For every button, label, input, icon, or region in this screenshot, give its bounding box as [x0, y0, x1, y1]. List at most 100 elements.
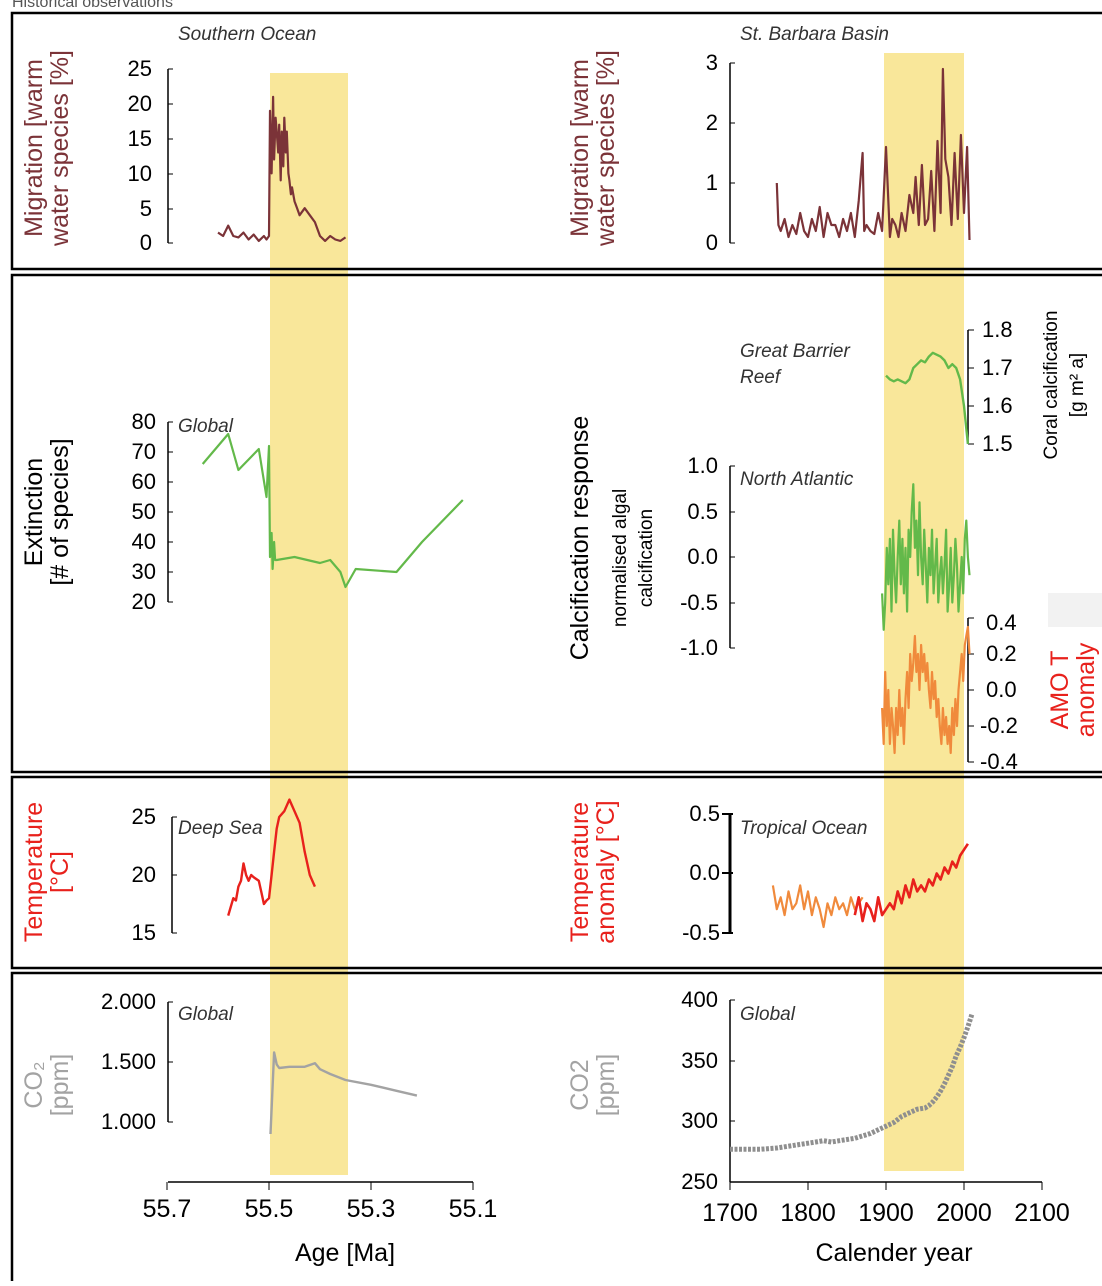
tick-label: 300	[681, 1108, 718, 1133]
tick-label: 1.500	[101, 1049, 156, 1074]
st-barbara-migration-line	[775, 67, 971, 241]
co2-right-title: Global	[740, 1004, 796, 1025]
migration-right-axis: 3 2 1 0	[706, 50, 735, 255]
tick-label: 25	[132, 804, 156, 829]
tick-label: 50	[132, 499, 156, 524]
extinction-title: Global	[178, 416, 234, 437]
co2-right-line	[730, 1013, 975, 1152]
tick-label: 20	[132, 589, 156, 614]
tick-label: 400	[681, 987, 718, 1012]
algal-axis: 1.0 0.5 0.0 -0.5 -1.0	[680, 453, 735, 660]
tick-label: 0	[140, 230, 152, 255]
x-tick-label: 1700	[702, 1199, 758, 1227]
panel-frame-calcification	[10, 273, 1102, 774]
top-label: Historical observations	[12, 0, 173, 11]
tick-label: 250	[681, 1169, 718, 1194]
migration-left-ylabel-2: water species [%]	[46, 50, 74, 247]
tick-label: 0.0	[689, 860, 720, 885]
tick-label: -0.2	[980, 713, 1018, 738]
tick-label: 350	[681, 1048, 718, 1073]
migration-left-axis: 25 20 15 10 5 0	[128, 56, 173, 255]
tick-label: 0.0	[986, 677, 1017, 702]
tick-label: 1.000	[101, 1109, 156, 1134]
tick-label: 30	[132, 559, 156, 584]
tick-label: 3	[706, 50, 718, 75]
tick-label: 1.7	[982, 355, 1013, 380]
tropical-ocean-title: Tropical Ocean	[740, 818, 867, 839]
tick-label: 1.6	[982, 393, 1013, 418]
temperature-right-ylabel-2: anomaly [°C]	[592, 800, 620, 943]
tick-label: 15	[132, 920, 156, 945]
tick-label: -0.4	[980, 749, 1018, 774]
temperature-left-axis: 25 20 15	[132, 804, 177, 945]
tick-label: 2	[706, 110, 718, 135]
co2-left-axis: 2.000 1.500 1.000	[101, 989, 173, 1134]
tick-label: 60	[132, 469, 156, 494]
migration-right-ylabel-2: water species [%]	[592, 50, 620, 247]
tick-label: 0	[706, 230, 718, 255]
amo-axis: 0.4 0.2 0.0 -0.2 -0.4	[967, 610, 1018, 774]
x-tick-label: 55.1	[449, 1195, 498, 1223]
co2-left-line	[269, 1051, 418, 1135]
tick-label: 0.5	[687, 499, 718, 524]
tick-label: -0.5	[682, 920, 720, 945]
co2-left-ylabel-1: CO₂	[20, 1061, 48, 1108]
temperature-right-axis: 0.5 0.0 -0.5	[682, 801, 733, 945]
legend-fade-box	[1048, 593, 1102, 627]
coral-ylabel-2: [g m² a]	[1067, 353, 1088, 417]
tick-label: 1.5	[982, 431, 1013, 456]
tick-label: 0.2	[986, 641, 1017, 666]
temperature-left-ylabel-1: Temperature	[20, 802, 48, 942]
southern-ocean-migration-line	[217, 95, 347, 242]
tropical-ocean-late-line	[853, 843, 969, 923]
temperature-right-ylabel-1: Temperature	[566, 802, 594, 942]
co2-right-axis: 400 350 300 250	[681, 987, 735, 1194]
great-barrier-reef-line	[885, 351, 970, 445]
x-tick-label: 55.7	[143, 1195, 192, 1223]
deep-sea-title: Deep Sea	[178, 818, 263, 839]
tick-label: 25	[128, 56, 152, 81]
left-x-axis-title: Age [Ma]	[295, 1239, 395, 1267]
tick-label: 20	[132, 862, 156, 887]
co2-right-ylabel-2: [ppm]	[592, 1054, 620, 1117]
tick-label: 40	[132, 529, 156, 554]
tick-label: -0.5	[680, 590, 718, 615]
tick-label: 0.0	[687, 544, 718, 569]
tick-label: 1.0	[687, 453, 718, 478]
x-tick-label: 1900	[858, 1199, 914, 1227]
tick-label: 20	[128, 91, 152, 116]
extinction-line	[201, 432, 464, 589]
migration-left-ylabel-1: Migration [warm	[20, 59, 48, 237]
tick-label: 0.4	[986, 610, 1017, 635]
southern-ocean-title: Southern Ocean	[178, 24, 316, 45]
coral-axis: 1.8 1.7 1.6 1.5	[967, 317, 1013, 456]
x-tick-label: 1800	[780, 1199, 836, 1227]
highlight-band-left	[270, 73, 348, 1175]
panel-frame-migration	[10, 11, 1102, 271]
tick-label: 1	[706, 170, 718, 195]
amo-anomaly-line	[881, 625, 971, 755]
tick-label: 70	[132, 439, 156, 464]
extinction-axis: 80 70 60 50 40 30 20	[132, 409, 173, 614]
tick-label: 80	[132, 409, 156, 434]
extinction-ylabel-2: [# of species]	[46, 438, 74, 585]
algal-ylabel-2: calcification	[636, 509, 657, 607]
panel-frame-temperature	[10, 775, 1102, 970]
tick-label: 5	[140, 196, 152, 221]
north-atlantic-title: North Atlantic	[740, 469, 854, 490]
right-x-axis-title: Calender year	[815, 1239, 972, 1267]
x-tick-label: 55.5	[245, 1195, 294, 1223]
algal-ylabel-1: normalised algal	[610, 489, 631, 627]
tropical-ocean-early-line	[771, 884, 864, 929]
tick-label: 0.5	[689, 801, 720, 826]
amo-label-1: AMO T	[1046, 651, 1074, 730]
tick-label: 15	[128, 126, 152, 151]
co2-left-ylabel-2: [ppm]	[46, 1054, 74, 1117]
co2-left-title: Global	[178, 1004, 234, 1025]
tick-label: -1.0	[680, 635, 718, 660]
extinction-ylabel-1: Extinction	[20, 458, 48, 566]
right-x-axis: 1700 1800 1900 2000 2100 Calender year	[702, 1181, 1070, 1267]
x-tick-label: 2000	[936, 1199, 992, 1227]
